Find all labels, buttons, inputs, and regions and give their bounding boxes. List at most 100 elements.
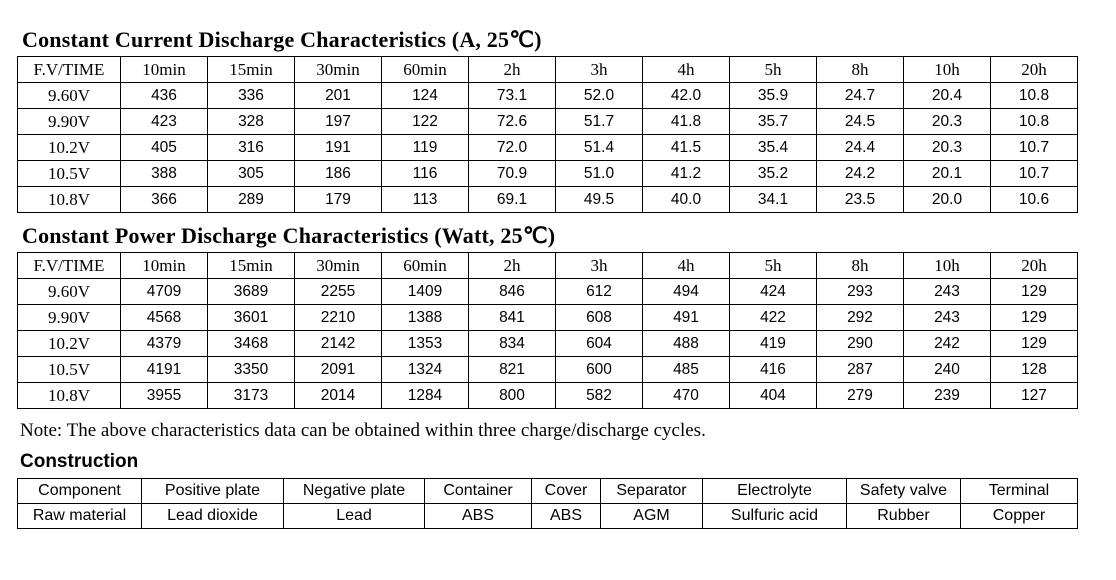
component-cell: Terminal	[960, 478, 1078, 504]
value-cell: 41.5	[642, 134, 730, 161]
value-cell: 388	[120, 160, 208, 187]
value-cell: 4568	[120, 304, 208, 331]
table-row: 10.5V 4191 3350 2091 1324 821 600 485 416 287 240 1…	[17, 356, 1078, 383]
value-cell: 3173	[207, 382, 295, 409]
final-voltage-cell: 9.90V	[17, 304, 121, 331]
column-header-cell: 3h	[555, 252, 643, 279]
value-cell: 20.3	[903, 134, 991, 161]
value-cell: 191	[294, 134, 382, 161]
value-cell: 4709	[120, 278, 208, 305]
value-cell: 24.7	[816, 82, 904, 109]
value-cell: 35.7	[729, 108, 817, 135]
value-cell: 73.1	[468, 82, 556, 109]
column-header-cell: 3h	[555, 56, 643, 83]
value-cell: 10.7	[990, 160, 1078, 187]
table-row: 9.90V 423 328 197 122 72.6 51.7 41.8 35.7 24.5 20.…	[17, 108, 1078, 135]
constant-power-title: Constant Power Discharge Characteristics…	[22, 223, 556, 248]
value-cell: 279	[816, 382, 904, 409]
value-cell: 2210	[294, 304, 382, 331]
value-cell: 1353	[381, 330, 469, 357]
table-header-row: F.V/TIME 10min 15min 30min 60min 2h 3h 4h 5h 8h 10…	[17, 252, 1078, 279]
value-cell: 290	[816, 330, 904, 357]
column-header-cell: 8h	[816, 252, 904, 279]
table-header-row: F.V/TIME 10min 15min 30min 60min 2h 3h 4h 5h 8h 10…	[17, 56, 1078, 83]
value-cell: 293	[816, 278, 904, 305]
value-cell: 197	[294, 108, 382, 135]
table-row: 9.60V 4709 3689 2255 1409 846 612 494 424 293 243 1…	[17, 278, 1078, 305]
value-cell: 834	[468, 330, 556, 357]
component-cell: Cover	[531, 478, 601, 504]
value-cell: 305	[207, 160, 295, 187]
material-cell: Lead	[283, 503, 425, 529]
construction-title: Construction	[20, 451, 139, 472]
value-cell: 841	[468, 304, 556, 331]
column-header-cell: 5h	[729, 56, 817, 83]
value-cell: 3955	[120, 382, 208, 409]
final-voltage-cell: 10.8V	[17, 382, 121, 409]
value-cell: 10.6	[990, 186, 1078, 213]
column-header-cell: 4h	[642, 252, 730, 279]
value-cell: 51.7	[555, 108, 643, 135]
value-cell: 35.9	[729, 82, 817, 109]
value-cell: 24.5	[816, 108, 904, 135]
value-cell: 2091	[294, 356, 382, 383]
column-header-cell: 10min	[120, 56, 208, 83]
value-cell: 10.8	[990, 108, 1078, 135]
value-cell: 179	[294, 186, 382, 213]
value-cell: 42.0	[642, 82, 730, 109]
value-cell: 316	[207, 134, 295, 161]
value-cell: 243	[903, 304, 991, 331]
value-cell: 239	[903, 382, 991, 409]
column-header-cell: 60min	[381, 56, 469, 83]
final-voltage-cell: 10.5V	[17, 160, 121, 187]
value-cell: 488	[642, 330, 730, 357]
column-header-cell: 4h	[642, 56, 730, 83]
column-header-cell: 20h	[990, 252, 1078, 279]
value-cell: 494	[642, 278, 730, 305]
value-cell: 470	[642, 382, 730, 409]
value-cell: 404	[729, 382, 817, 409]
value-cell: 3350	[207, 356, 295, 383]
value-cell: 2014	[294, 382, 382, 409]
value-cell: 20.1	[903, 160, 991, 187]
column-header-cell: F.V/TIME	[17, 56, 121, 83]
value-cell: 24.2	[816, 160, 904, 187]
value-cell: 49.5	[555, 186, 643, 213]
value-cell: 69.1	[468, 186, 556, 213]
value-cell: 292	[816, 304, 904, 331]
value-cell: 129	[990, 278, 1078, 305]
value-cell: 24.4	[816, 134, 904, 161]
value-cell: 119	[381, 134, 469, 161]
column-header-cell: 10h	[903, 252, 991, 279]
component-cell: Negative plate	[283, 478, 425, 504]
final-voltage-cell: 10.2V	[17, 330, 121, 357]
value-cell: 419	[729, 330, 817, 357]
constant-current-table: F.V/TIME 10min 15min 30min 60min 2h 3h 4h 5h 8h 10…	[17, 56, 1078, 213]
value-cell: 40.0	[642, 186, 730, 213]
value-cell: 423	[120, 108, 208, 135]
value-cell: 129	[990, 330, 1078, 357]
value-cell: 485	[642, 356, 730, 383]
value-cell: 51.4	[555, 134, 643, 161]
value-cell: 124	[381, 82, 469, 109]
table-row: 10.2V 4379 3468 2142 1353 834 604 488 419 290 242 1…	[17, 330, 1078, 357]
column-header-cell: 15min	[207, 252, 295, 279]
column-header-cell: 15min	[207, 56, 295, 83]
column-header-cell: 20h	[990, 56, 1078, 83]
value-cell: 1388	[381, 304, 469, 331]
component-cell: Component	[17, 478, 142, 504]
value-cell: 72.6	[468, 108, 556, 135]
value-cell: 240	[903, 356, 991, 383]
column-header-cell: F.V/TIME	[17, 252, 121, 279]
material-cell: AGM	[600, 503, 703, 529]
final-voltage-cell: 9.60V	[17, 278, 121, 305]
material-cell: Copper	[960, 503, 1078, 529]
value-cell: 1409	[381, 278, 469, 305]
material-cell: Sulfuric acid	[702, 503, 847, 529]
value-cell: 116	[381, 160, 469, 187]
table-row: 10.5V 388 305 186 116 70.9 51.0 41.2 35.2 24.2 20.…	[17, 160, 1078, 187]
construction-component-row: Component Positive plate Negative plate Con…	[17, 478, 1078, 504]
value-cell: 336	[207, 82, 295, 109]
component-cell: Electrolyte	[702, 478, 847, 504]
value-cell: 366	[120, 186, 208, 213]
